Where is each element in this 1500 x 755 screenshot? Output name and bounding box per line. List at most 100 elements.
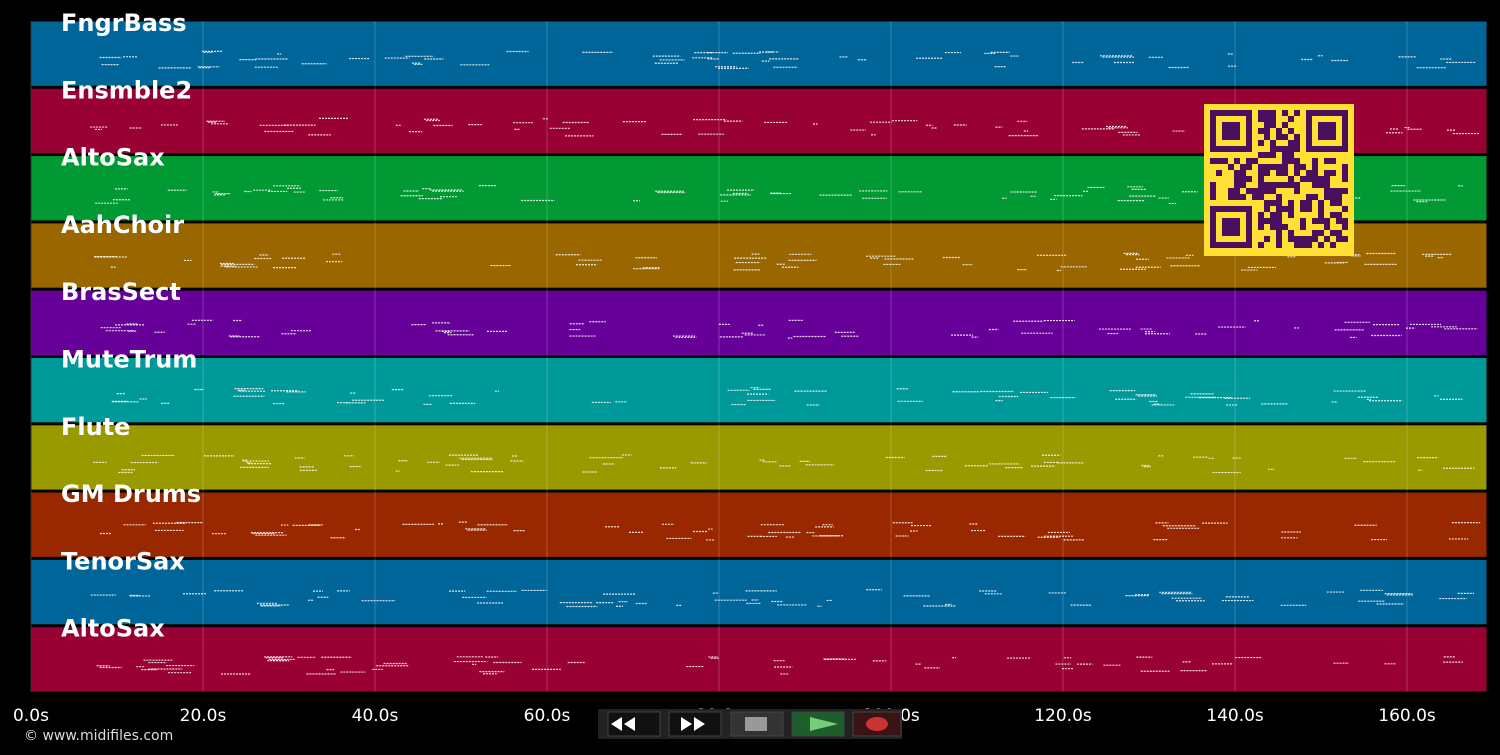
- qr-module: [1288, 182, 1294, 188]
- qr-module: [1240, 176, 1246, 182]
- qr-module: [1312, 146, 1318, 152]
- qr-module: [1276, 212, 1282, 218]
- track-band: [30, 20, 1488, 87]
- qr-module: [1276, 164, 1282, 170]
- stop-button[interactable]: [730, 711, 784, 737]
- qr-module: [1318, 200, 1324, 206]
- qr-module: [1210, 236, 1216, 242]
- qr-module: [1342, 170, 1348, 176]
- qr-module: [1330, 128, 1336, 134]
- qr-module: [1228, 146, 1234, 152]
- qr-module: [1336, 236, 1342, 242]
- qr-module: [1234, 218, 1240, 224]
- play-button[interactable]: [791, 711, 845, 737]
- qr-module: [1318, 206, 1324, 212]
- qr-module: [1240, 146, 1246, 152]
- qr-module: [1270, 212, 1276, 218]
- qr-module: [1264, 188, 1270, 194]
- qr-module: [1246, 116, 1252, 122]
- qr-module: [1210, 128, 1216, 134]
- qr-module: [1210, 212, 1216, 218]
- qr-module: [1306, 200, 1312, 206]
- qr-module: [1222, 122, 1228, 128]
- qr-module: [1234, 230, 1240, 236]
- qr-module: [1264, 200, 1270, 206]
- rewind-button[interactable]: [607, 711, 661, 737]
- qr-module: [1270, 110, 1276, 116]
- qr-module: [1276, 182, 1282, 188]
- qr-module: [1306, 116, 1312, 122]
- qr-module: [1306, 128, 1312, 134]
- qr-module: [1216, 242, 1222, 248]
- qr-module: [1294, 242, 1300, 248]
- track-band: [30, 558, 1488, 626]
- qr-module: [1264, 122, 1270, 128]
- qr-module: [1264, 128, 1270, 134]
- qr-module: [1246, 224, 1252, 230]
- qr-module: [1312, 218, 1318, 224]
- qr-module: [1324, 134, 1330, 140]
- qr-module: [1276, 194, 1282, 200]
- qr-module: [1240, 242, 1246, 248]
- qr-module: [1270, 122, 1276, 128]
- x-tick-label: 120.0s: [1034, 706, 1092, 726]
- qr-module: [1228, 194, 1234, 200]
- qr-module: [1210, 110, 1216, 116]
- qr-module: [1342, 188, 1348, 194]
- qr-module: [1222, 134, 1228, 140]
- qr-module: [1324, 128, 1330, 134]
- qr-module: [1282, 110, 1288, 116]
- forward-button[interactable]: [668, 711, 722, 737]
- qr-module: [1342, 146, 1348, 152]
- qr-module: [1216, 206, 1222, 212]
- qr-module: [1288, 206, 1294, 212]
- qr-module: [1210, 224, 1216, 230]
- qr-module: [1294, 164, 1300, 170]
- qr-module: [1276, 134, 1282, 140]
- qr-module: [1312, 170, 1318, 176]
- qr-module: [1300, 236, 1306, 242]
- qr-module: [1324, 170, 1330, 176]
- qr-module: [1294, 134, 1300, 140]
- qr-module: [1330, 242, 1336, 248]
- qr-module: [1210, 140, 1216, 146]
- qr-module: [1234, 206, 1240, 212]
- qr-module: [1324, 158, 1330, 164]
- qr-module: [1330, 146, 1336, 152]
- qr-module: [1312, 110, 1318, 116]
- qr-module: [1324, 236, 1330, 242]
- qr-module: [1324, 176, 1330, 182]
- qr-module: [1258, 140, 1264, 146]
- qr-module: [1330, 122, 1336, 128]
- qr-module: [1294, 110, 1300, 116]
- track-name: AltoSax: [61, 615, 165, 643]
- qr-module: [1342, 218, 1348, 224]
- qr-module: [1294, 182, 1300, 188]
- qr-module: [1246, 110, 1252, 116]
- qr-module: [1270, 200, 1276, 206]
- qr-module: [1336, 146, 1342, 152]
- qr-module: [1270, 146, 1276, 152]
- qr-module: [1216, 146, 1222, 152]
- track-name: BrasSect: [61, 278, 181, 306]
- qr-module: [1336, 212, 1342, 218]
- qr-module: [1258, 176, 1264, 182]
- x-tick-label: 40.0s: [352, 706, 399, 726]
- qr-module: [1234, 128, 1240, 134]
- qr-module: [1210, 158, 1216, 164]
- qr-module: [1228, 110, 1234, 116]
- qr-module: [1294, 236, 1300, 242]
- qr-module: [1294, 158, 1300, 164]
- qr-module: [1288, 212, 1294, 218]
- qr-module: [1276, 146, 1282, 152]
- qr-module: [1234, 134, 1240, 140]
- record-button[interactable]: [852, 711, 902, 737]
- qr-module: [1300, 200, 1306, 206]
- qr-module: [1342, 206, 1348, 212]
- qr-module: [1270, 188, 1276, 194]
- qr-module: [1234, 158, 1240, 164]
- qr-module: [1288, 176, 1294, 182]
- track-name: FngrBass: [61, 9, 187, 37]
- qr-module: [1330, 188, 1336, 194]
- qr-module: [1318, 176, 1324, 182]
